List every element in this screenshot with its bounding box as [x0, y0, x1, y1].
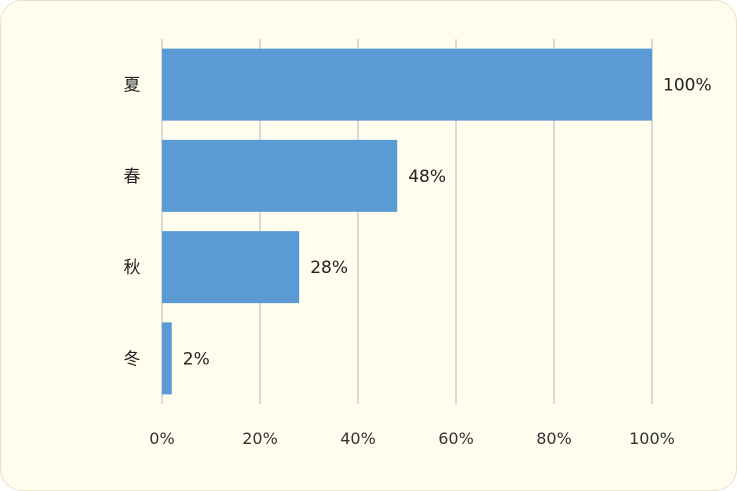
- data-label: 28%: [310, 258, 348, 278]
- bar: [162, 231, 300, 304]
- category-label: 春: [124, 167, 141, 187]
- bar: [162, 48, 652, 121]
- data-label: 100%: [663, 76, 712, 96]
- bars: [162, 48, 652, 395]
- category-label: 冬: [124, 349, 141, 369]
- category-label: 秋: [124, 258, 141, 278]
- bar: [162, 322, 172, 395]
- category-label: 夏: [124, 76, 141, 96]
- data-labels: 100% 48% 28% 2%: [183, 76, 712, 370]
- x-tick-label: 0%: [149, 429, 174, 448]
- x-tick-label: 20%: [242, 429, 278, 448]
- x-tick-label: 40%: [340, 429, 376, 448]
- x-tick-label: 100%: [629, 429, 675, 448]
- data-label: 48%: [408, 167, 446, 187]
- data-label: 2%: [183, 349, 210, 369]
- x-tick-label: 60%: [438, 429, 474, 448]
- bar: [162, 139, 398, 212]
- x-tick-label: 80%: [536, 429, 572, 448]
- x-axis-tick-labels: 0% 20% 40% 60% 80% 100%: [149, 429, 675, 448]
